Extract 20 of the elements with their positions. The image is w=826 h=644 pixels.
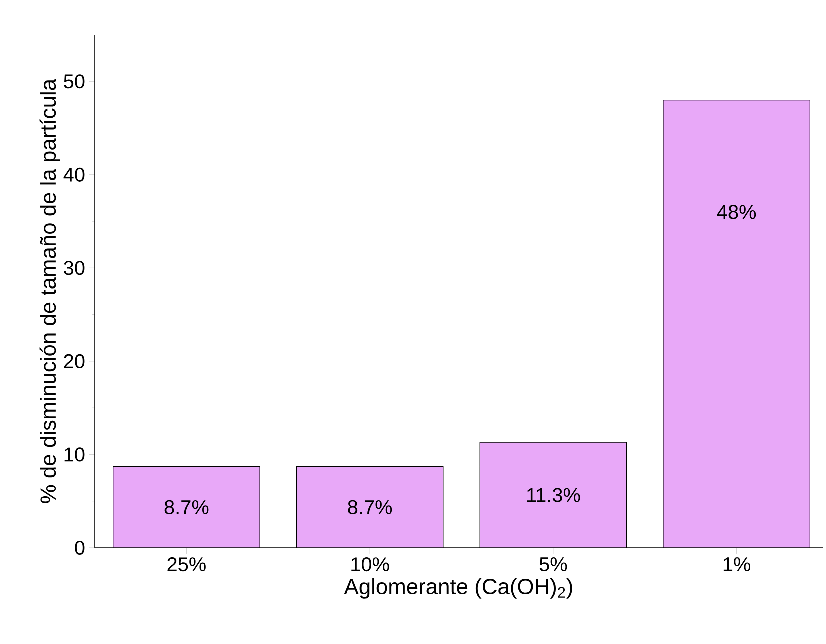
y-tick-label: 30 <box>64 261 85 276</box>
y-tick-label: 10 <box>64 448 85 462</box>
x-tick-label: 5% <box>540 558 568 572</box>
y-tick-label: 50 <box>64 74 85 89</box>
data-label: 8.7% <box>348 500 392 514</box>
x-tick-label: 1% <box>724 558 750 572</box>
bar <box>113 466 260 548</box>
data-label: 48% <box>717 205 756 220</box>
x-tick-label: 25% <box>168 558 206 572</box>
x-axis-title: Aglomerante (Ca(OH)$_{2}$) <box>344 578 572 599</box>
data-label: 8.7% <box>164 500 209 514</box>
y-tick-label: 20 <box>64 354 85 368</box>
bar <box>480 442 628 548</box>
y-tick-label: 0 <box>75 540 85 556</box>
data-label: 11.3% <box>527 488 580 502</box>
bar <box>663 100 810 548</box>
y-axis-title: % de disminución de tamaño de la partícula <box>40 78 60 504</box>
y-tick-label: 40 <box>64 168 85 182</box>
x-tick-label: 10% <box>352 558 390 572</box>
bar <box>296 466 444 548</box>
